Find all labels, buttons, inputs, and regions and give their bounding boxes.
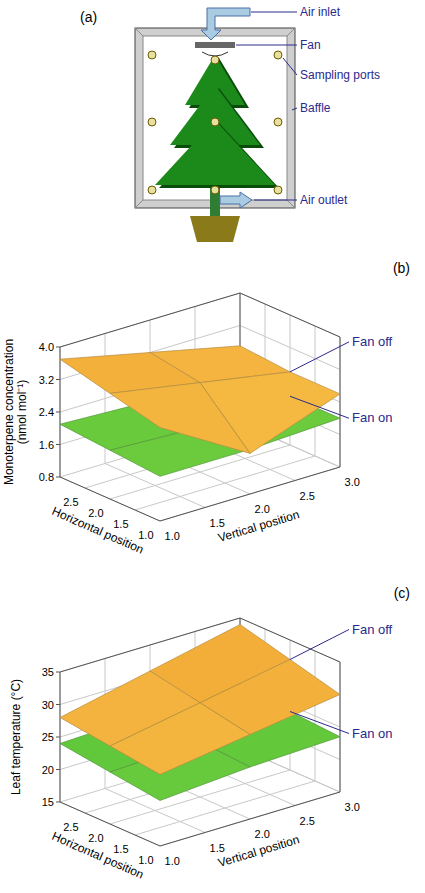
svg-text:1.5: 1.5 xyxy=(113,518,128,530)
svg-text:2.0: 2.0 xyxy=(88,507,103,519)
svg-text:1.0: 1.0 xyxy=(138,854,153,866)
svg-text:Vertical position: Vertical position xyxy=(216,832,301,870)
svg-text:Fan on: Fan on xyxy=(352,410,392,425)
svg-text:30: 30 xyxy=(42,699,54,711)
svg-text:2.0: 2.0 xyxy=(255,828,270,840)
svg-text:1.5: 1.5 xyxy=(113,843,128,855)
svg-text:3.2: 3.2 xyxy=(39,374,54,386)
svg-text:Monoterpene concentration: Monoterpene concentration xyxy=(2,339,16,485)
svg-text:Baffle: Baffle xyxy=(300,101,331,115)
svg-text:2.5: 2.5 xyxy=(63,821,78,833)
svg-text:1.0: 1.0 xyxy=(138,529,153,541)
svg-text:2.4: 2.4 xyxy=(39,406,54,418)
svg-text:2.5: 2.5 xyxy=(300,815,315,827)
svg-text:Air inlet: Air inlet xyxy=(300,5,341,19)
svg-text:Fan off: Fan off xyxy=(352,622,393,637)
svg-text:3.0: 3.0 xyxy=(345,801,360,813)
svg-text:20: 20 xyxy=(42,764,54,776)
svg-text:(b): (b) xyxy=(393,260,410,276)
svg-text:2.5: 2.5 xyxy=(63,496,78,508)
svg-text:Horizontal position: Horizontal position xyxy=(50,504,146,557)
svg-text:Sampling ports: Sampling ports xyxy=(300,68,380,82)
svg-text:2.0: 2.0 xyxy=(255,503,270,515)
svg-text:Horizontal position: Horizontal position xyxy=(50,829,146,882)
svg-text:Fan on: Fan on xyxy=(352,726,392,741)
svg-text:35: 35 xyxy=(42,666,54,678)
svg-text:Leaf temperature (°C): Leaf temperature (°C) xyxy=(9,679,23,795)
svg-text:Fan off: Fan off xyxy=(352,334,393,349)
svg-text:3.0: 3.0 xyxy=(345,476,360,488)
svg-text:(c): (c) xyxy=(394,585,410,601)
svg-text:4.0: 4.0 xyxy=(39,341,54,353)
svg-text:25: 25 xyxy=(42,731,54,743)
svg-text:15: 15 xyxy=(42,796,54,808)
svg-text:2.0: 2.0 xyxy=(88,832,103,844)
svg-text:1.0: 1.0 xyxy=(165,530,180,542)
svg-text:1.6: 1.6 xyxy=(39,439,54,451)
svg-text:(a): (a) xyxy=(80,9,97,25)
svg-text:Fan: Fan xyxy=(300,38,321,52)
svg-text:Vertical position: Vertical position xyxy=(216,507,301,545)
svg-text:0.8: 0.8 xyxy=(39,471,54,483)
svg-text:1.5: 1.5 xyxy=(210,842,225,854)
svg-text:(nmol mol⁻¹): (nmol mol⁻¹) xyxy=(15,380,29,445)
svg-text:1.0: 1.0 xyxy=(165,855,180,867)
svg-text:2.5: 2.5 xyxy=(300,490,315,502)
svg-text:Air outlet: Air outlet xyxy=(300,193,348,207)
svg-text:1.5: 1.5 xyxy=(210,517,225,529)
